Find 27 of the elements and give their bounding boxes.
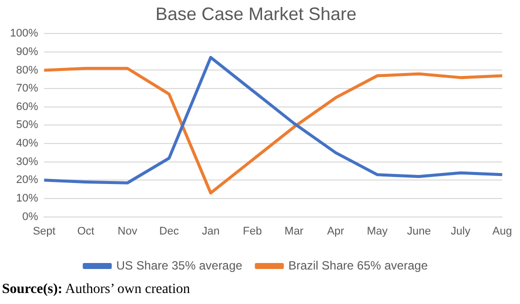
x-tick-label: July xyxy=(450,225,471,238)
y-tick-label: 20% xyxy=(16,174,38,186)
y-tick-label: 50% xyxy=(16,119,38,132)
y-tick-label: 0% xyxy=(22,210,38,223)
x-tick-label: Dec xyxy=(159,225,180,238)
legend-label: Brazil Share 65% average xyxy=(288,258,428,272)
x-tick-label: Oct xyxy=(77,225,94,238)
y-tick-label: 80% xyxy=(16,64,38,76)
x-tick-label: Sept xyxy=(32,225,56,238)
y-tick-label: 10% xyxy=(16,192,38,205)
y-tick-label: 70% xyxy=(16,82,38,95)
x-tick-label: Mar xyxy=(284,225,304,238)
y-tick-label: 30% xyxy=(16,156,38,168)
x-tick-label: Jan xyxy=(202,225,220,238)
y-tick-label: 90% xyxy=(16,46,38,58)
x-tick-label: Apr xyxy=(327,225,345,238)
x-tick-label: Aug xyxy=(492,225,512,238)
chart-title: Base Case Market Share xyxy=(155,4,357,24)
x-tick-label: Nov xyxy=(118,225,138,238)
y-tick-label: 60% xyxy=(16,100,38,113)
source-note: Source(s): Authors’ own creation xyxy=(2,282,192,298)
y-tick-label: 40% xyxy=(16,138,38,150)
x-tick-label: Feb xyxy=(242,225,262,238)
x-tick-label: May xyxy=(366,225,388,238)
legend-label: US Share 35% average xyxy=(116,258,243,272)
y-tick-label: 100% xyxy=(10,28,38,40)
x-tick-label: June xyxy=(406,225,431,238)
